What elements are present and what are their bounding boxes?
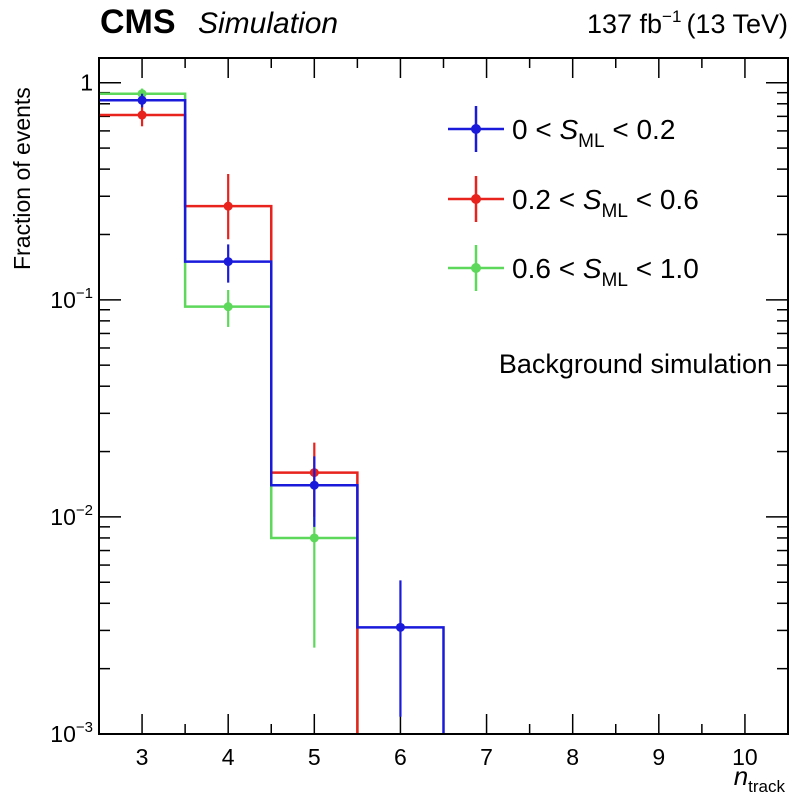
legend-label-suffix: < 0.6 [628, 184, 699, 215]
legend-marker [471, 124, 481, 134]
simulation-label: Simulation [198, 7, 338, 40]
data-point [137, 110, 147, 120]
energy-label: (13 TeV) [686, 9, 788, 39]
x-tick-label: 4 [222, 744, 235, 770]
legend-label-variable: S [583, 184, 602, 215]
lumi-label: 137 fb−1 (13 TeV) [587, 7, 788, 39]
legend-label-prefix: 0.2 < [512, 184, 583, 215]
data-point [223, 257, 233, 267]
legend-label-subscript: ML [602, 270, 628, 291]
legend-entry: 0 < SML < 0.2 [448, 106, 675, 152]
x-tick-label: 8 [566, 744, 579, 770]
cms-label: CMS [100, 3, 176, 41]
legend-label-subscript: ML [578, 131, 604, 152]
x-tick-label: 10 [732, 744, 758, 770]
legend-label: 0.2 < SML < 0.6 [512, 184, 699, 222]
x-tick-label: 7 [480, 744, 493, 770]
data-point [309, 533, 319, 543]
legend-marker [471, 263, 481, 273]
series-group [99, 93, 445, 734]
x-axis-title: ntrack [734, 761, 786, 796]
data-point [309, 480, 319, 490]
histogram-outline [99, 99, 445, 734]
data-point [137, 95, 147, 105]
legend-label-variable: S [559, 114, 578, 145]
data-point [223, 302, 233, 312]
legend-label-subscript: ML [602, 201, 628, 222]
y-tick-label-base: 10 [50, 287, 76, 313]
lumi-exponent: −1 [662, 7, 681, 26]
y-tick-label: 10−1 [50, 285, 93, 313]
x-tick-label: 5 [308, 744, 321, 770]
legend-label-suffix: < 1.0 [628, 253, 699, 284]
x-axis-title-sub: track [748, 777, 785, 796]
lumi-value: 137 fb [587, 9, 662, 39]
background-annotation: Background simulation [499, 349, 772, 379]
legend-label-prefix: 0.6 < [512, 253, 583, 284]
x-axis-title-main: n [734, 761, 748, 791]
plot-area [99, 88, 445, 734]
legend-label: 0.6 < SML < 1.0 [512, 253, 699, 291]
x-tick-label: 6 [394, 744, 407, 770]
legend-label-prefix: 0 < [512, 114, 559, 145]
y-tick-label: 10−3 [50, 719, 93, 747]
legend-entry: 0.2 < SML < 0.6 [448, 176, 699, 222]
x-tick-label: 9 [652, 744, 665, 770]
legend: 0 < SML < 0.20.2 < SML < 0.60.6 < SML < … [448, 106, 699, 291]
y-tick-label-exponent: −2 [76, 502, 93, 519]
legend-label: 0 < SML < 0.2 [512, 114, 675, 152]
legend-label-variable: S [583, 253, 602, 284]
y-tick-label-exponent: −1 [76, 285, 93, 302]
y-tick-label: 10−2 [50, 502, 93, 530]
x-tick-label: 3 [136, 744, 149, 770]
y-tick-label-exponent: −3 [76, 719, 93, 736]
y-tick-label-base: 1 [80, 70, 93, 96]
y-tick-label-base: 10 [50, 504, 76, 530]
legend-label-suffix: < 0.2 [605, 114, 676, 145]
y-axis-title: Fraction of events [9, 87, 35, 270]
y-tick-label: 1 [80, 70, 93, 96]
plot-frame [98, 57, 789, 735]
data-point [395, 622, 405, 632]
legend-entry: 0.6 < SML < 1.0 [448, 245, 699, 291]
data-point [223, 201, 233, 211]
legend-marker [471, 194, 481, 204]
y-tick-label-base: 10 [50, 721, 76, 747]
